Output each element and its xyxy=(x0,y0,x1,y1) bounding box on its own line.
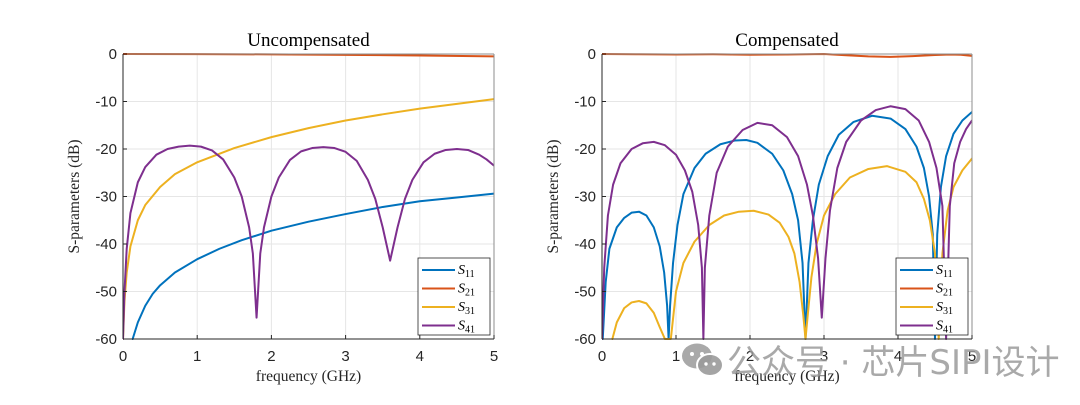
x-axis-label: frequency (GHz) xyxy=(256,368,361,385)
legend-item-s11: S11 xyxy=(422,263,475,280)
legend-item-s41: S41 xyxy=(900,319,953,336)
legend-label: S31 xyxy=(458,300,475,317)
series-line-s11 xyxy=(131,192,494,340)
y-tick-label: -10 xyxy=(95,94,117,111)
x-axis-label: frequency (GHz) xyxy=(734,368,839,385)
y-tick-label: -30 xyxy=(95,189,117,206)
y-tick-label: -40 xyxy=(574,236,596,253)
y-tick-label: -20 xyxy=(574,141,596,158)
legend-item-s21: S21 xyxy=(422,282,475,299)
series-group xyxy=(602,53,972,340)
x-tick-label: 5 xyxy=(968,348,976,365)
chart-title: Uncompensated xyxy=(247,30,370,51)
legend-label-sub: 21 xyxy=(943,288,953,299)
chart-compensated: 0 1 2 3 4 5 0 -10 -20 -30 -40 -50 -60 Compensated freq… xyxy=(545,30,976,385)
x-tick-label: 2 xyxy=(267,348,275,365)
x-tick-label: 0 xyxy=(119,348,127,365)
legend-label: S41 xyxy=(458,319,475,336)
series-line-s41 xyxy=(123,144,494,340)
y-tick-label: -50 xyxy=(574,284,596,301)
x-tick-label: 4 xyxy=(416,348,424,365)
x-tick-label: 3 xyxy=(820,348,828,365)
legend-label-sub: 41 xyxy=(465,325,475,336)
wechat-icon xyxy=(682,343,724,377)
y-tick-label: -40 xyxy=(95,236,117,253)
legend-item-s31: S31 xyxy=(422,300,475,317)
x-tick-label: 0 xyxy=(598,348,606,365)
watermark-text: 公众号 · 芯片SIPI设计 xyxy=(727,343,1060,383)
x-tick-label: 4 xyxy=(894,348,902,365)
legend-label-main: S xyxy=(458,300,465,315)
y-tick-label: -10 xyxy=(574,94,596,111)
series-line-s31 xyxy=(611,157,972,340)
legend-label-main: S xyxy=(936,282,943,297)
legend-label-main: S xyxy=(936,319,943,334)
x-tick-label: 2 xyxy=(746,348,754,365)
legend-label: S21 xyxy=(458,282,475,299)
legend-label-main: S xyxy=(936,263,943,278)
legend-item-s21: S21 xyxy=(900,282,953,299)
series-line-s11 xyxy=(602,110,972,340)
y-tick-label: 0 xyxy=(588,46,596,63)
chart-uncompensated: 0 1 2 3 4 5 0 -10 -20 -30 -40 -50 -60 Uncompensated fr… xyxy=(66,30,498,385)
legend-item-s11: S11 xyxy=(900,263,953,280)
legend-label-sub: 21 xyxy=(465,288,475,299)
y-tick-label: -20 xyxy=(95,141,117,158)
y-tick-label: -30 xyxy=(574,189,596,206)
legend-label-sub: 11 xyxy=(943,269,953,280)
chart-title: Compensated xyxy=(735,30,839,51)
legend-label-sub: 31 xyxy=(465,306,475,317)
legend-label: S11 xyxy=(936,263,953,280)
y-tick-label: -60 xyxy=(574,331,596,348)
legend-item-s31: S31 xyxy=(900,300,953,317)
legend-label: S21 xyxy=(936,282,953,299)
legend-label-main: S xyxy=(458,319,465,334)
legend-label: S31 xyxy=(936,300,953,317)
legend-item-s41: S41 xyxy=(422,319,475,336)
series-line-s31 xyxy=(123,98,494,340)
legend-label-main: S xyxy=(458,282,465,297)
legend-label-sub: 41 xyxy=(943,325,953,336)
legend-label-sub: 31 xyxy=(943,306,953,317)
y-tick-label: -60 xyxy=(95,331,117,348)
legend-label-main: S xyxy=(936,300,943,315)
x-tick-label: 1 xyxy=(672,348,680,365)
legend-label: S11 xyxy=(458,263,475,280)
y-tick-label: -50 xyxy=(95,284,117,301)
y-axis-label: S-parameters (dB) xyxy=(66,139,83,253)
legend-label-main: S xyxy=(458,263,465,278)
x-tick-label: 3 xyxy=(341,348,349,365)
legend-label: S41 xyxy=(936,319,953,336)
y-tick-label: 0 xyxy=(109,46,117,63)
x-tick-label: 5 xyxy=(490,348,498,365)
series-line-s41 xyxy=(602,105,972,340)
x-tick-label: 1 xyxy=(193,348,201,365)
watermark: 公众号 · 芯片SIPI设计 xyxy=(682,343,1060,383)
legend-label-sub: 11 xyxy=(465,269,475,280)
y-axis-label: S-parameters (dB) xyxy=(545,139,562,253)
